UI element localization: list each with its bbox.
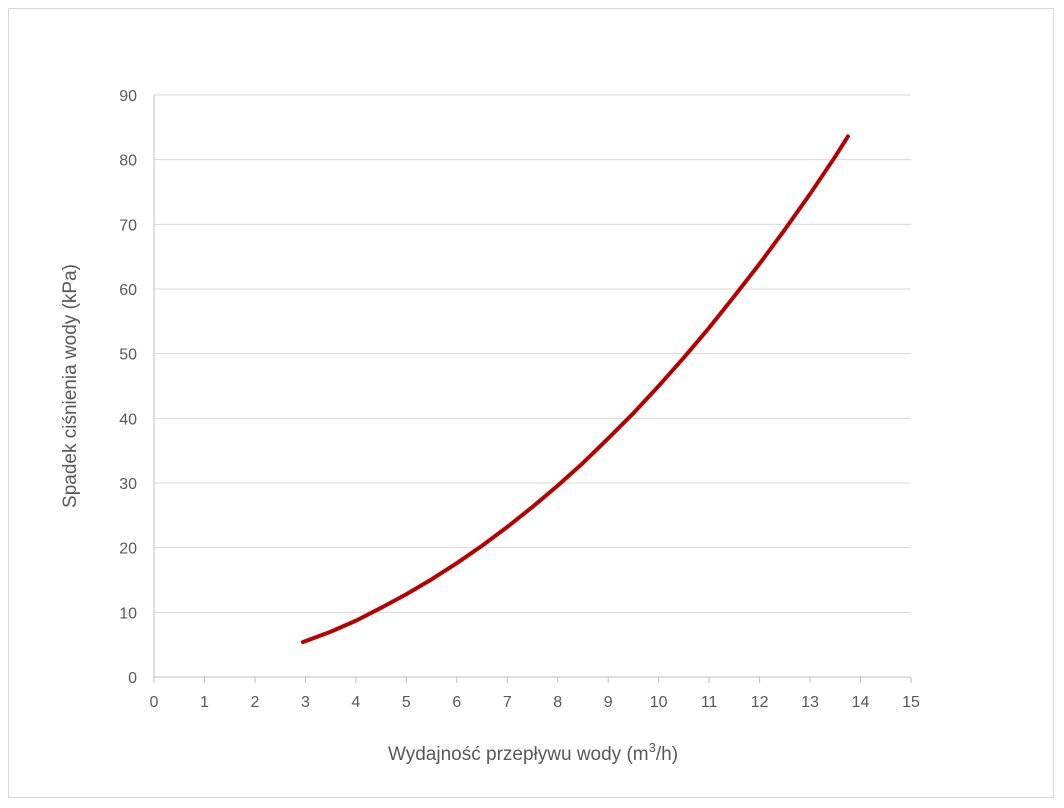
x-tick-label: 13 bbox=[801, 694, 819, 711]
x-tick-label: 12 bbox=[751, 694, 769, 711]
x-tick-label: 10 bbox=[650, 694, 668, 711]
gridlines bbox=[153, 94, 912, 683]
series-line bbox=[300, 134, 850, 645]
x-axis-title-sup: 3 bbox=[649, 740, 656, 755]
y-tick-label: 80 bbox=[119, 153, 137, 170]
y-tick-label: 30 bbox=[119, 476, 137, 493]
x-tick-label: 14 bbox=[852, 694, 870, 711]
x-axis-title: Wydajność przepływu wody (m3/h) bbox=[388, 740, 678, 765]
x-axis-title-tail: /h) bbox=[656, 744, 678, 765]
series-line-dotted-overlay bbox=[302, 135, 849, 643]
x-axis-title-main: Wydajność przepływu wody (m bbox=[388, 744, 649, 765]
x-tick-label: 9 bbox=[604, 694, 613, 711]
x-tick-label: 1 bbox=[200, 694, 209, 711]
y-tick-labels: 0 10 20 30 40 50 60 70 80 90 bbox=[119, 88, 137, 687]
chart-frame bbox=[8, 8, 1054, 798]
x-tick-label: 5 bbox=[402, 694, 411, 711]
y-tick-label: 20 bbox=[119, 541, 137, 558]
x-tick-label: 3 bbox=[301, 694, 310, 711]
y-tick-label: 70 bbox=[119, 217, 137, 234]
y-tick-label: 40 bbox=[119, 411, 137, 428]
series-group bbox=[300, 134, 850, 645]
y-tick-label: 0 bbox=[128, 670, 137, 687]
y-tick-label: 60 bbox=[119, 282, 137, 299]
x-tick-label: 2 bbox=[250, 694, 259, 711]
y-tick-label: 10 bbox=[119, 605, 137, 622]
y-tick-label: 90 bbox=[119, 88, 137, 105]
x-tick-label: 6 bbox=[452, 694, 461, 711]
y-axis-title: Spadek ciśnienia wody (kPa) bbox=[60, 264, 81, 508]
y-tick-label: 50 bbox=[119, 347, 137, 364]
x-tick-label: 4 bbox=[351, 694, 360, 711]
x-tick-label: 7 bbox=[503, 694, 512, 711]
x-tick-label: 8 bbox=[553, 694, 562, 711]
x-tick-labels: 0 1 2 3 4 5 6 7 8 9 10 11 12 13 14 15 bbox=[150, 694, 920, 711]
x-tick-label: 15 bbox=[902, 694, 920, 711]
x-tick-label: 11 bbox=[701, 694, 718, 711]
x-tick-label: 0 bbox=[150, 694, 159, 711]
